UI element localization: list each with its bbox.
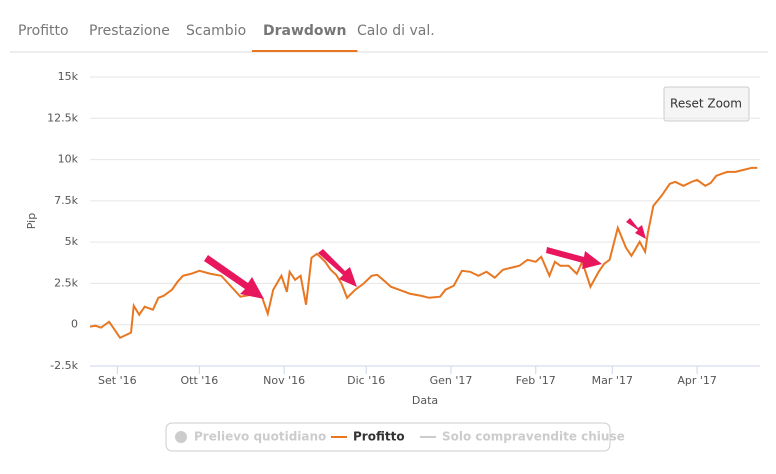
tab[interactable]: Calo di val. — [357, 23, 435, 39]
legend-symbol — [175, 431, 187, 443]
legend-item[interactable]: Profitto — [353, 430, 405, 444]
x-axis-label: Data — [412, 394, 438, 407]
reset-zoom-button[interactable] — [663, 86, 750, 122]
y-tick-label: 0 — [71, 318, 78, 331]
legend: Prelievo quotidiano Profitto Solo comprave… — [175, 430, 625, 444]
tab[interactable]: Profitto — [18, 23, 69, 39]
tab[interactable]: Drawdown — [263, 23, 346, 39]
y-tick-label: 2.5k — [54, 276, 78, 289]
legend-item[interactable]: Solo compravendite chiuse — [442, 430, 625, 444]
y-tick-label: 12.5k — [47, 111, 78, 124]
y-tick-label: 10k — [58, 153, 79, 166]
x-tick-label: Feb '17 — [516, 374, 556, 387]
annotations — [204, 218, 646, 299]
x-tick-label: Ott '16 — [180, 374, 218, 387]
tabs: Profitto Prestazione Scambio Drawdown Calo d… — [18, 23, 435, 52]
reset-zoom-label[interactable]: Reset Zoom — [670, 97, 742, 111]
tab[interactable]: Prestazione — [89, 23, 170, 39]
legend-item[interactable]: Prelievo quotidiano — [194, 430, 326, 444]
x-tick-label: Nov '16 — [263, 374, 305, 387]
plot: -2.5k 0 2.5k 5k 7.5k 10k 12.5k 15k Set '16 Ott '1… — [47, 70, 760, 387]
x-tick-label: Dic '16 — [347, 374, 385, 387]
x-tick-label: Gen '17 — [430, 374, 473, 387]
x-tick-label: Mar '17 — [592, 374, 633, 387]
arrow — [626, 218, 646, 239]
x-tick-label: Set '16 — [98, 374, 137, 387]
legend-box — [165, 422, 611, 452]
series-line — [89, 166, 758, 340]
arrow — [204, 255, 264, 299]
x-tick-label: Apr '17 — [677, 374, 717, 387]
y-tick-label: 15k — [58, 70, 79, 83]
y-tick-label: 5k — [65, 235, 79, 248]
tab[interactable]: Scambio — [186, 23, 246, 39]
y-tick-label: 7.5k — [54, 194, 78, 207]
arrow — [546, 247, 602, 269]
arrow — [318, 249, 357, 287]
y-tick-label: -2.5k — [50, 359, 78, 372]
active-tab-underline — [252, 50, 358, 52]
y-axis-label: Pip — [25, 213, 38, 229]
